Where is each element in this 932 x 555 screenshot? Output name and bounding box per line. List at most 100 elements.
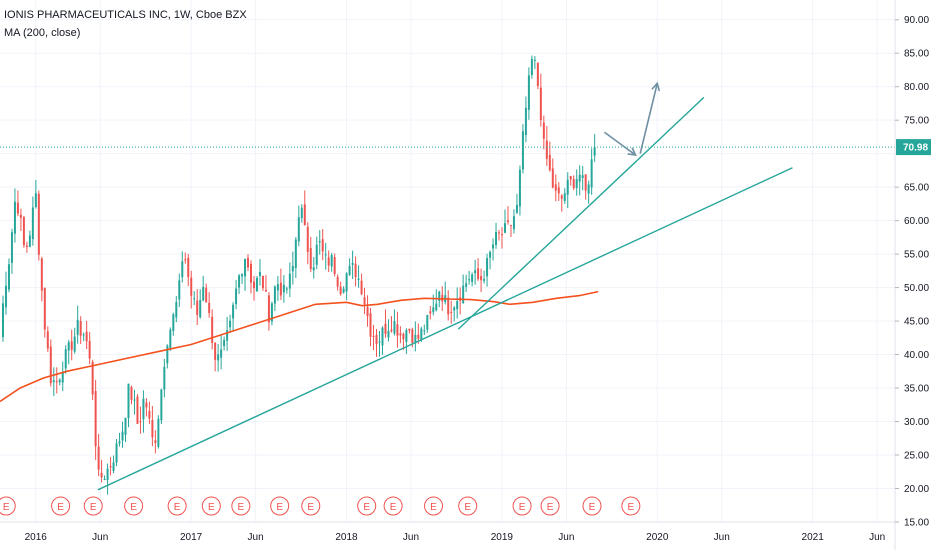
candle-body: [495, 231, 498, 246]
candle: [512, 209, 515, 234]
candle-body: [121, 431, 124, 441]
candle-body: [330, 255, 333, 267]
candle-body: [154, 440, 157, 443]
candle: [175, 295, 178, 323]
candle-body: [309, 248, 312, 270]
candle-body: [351, 262, 354, 265]
y-tick-label: 40.00: [904, 350, 929, 361]
candle: [483, 270, 486, 284]
earnings-marker-label: E: [430, 502, 437, 513]
candle-body: [581, 175, 584, 179]
candle: [578, 165, 581, 196]
candle-body: [462, 285, 465, 304]
candle: [40, 256, 43, 302]
earnings-marker-circle: [83, 496, 103, 516]
candle-body: [31, 207, 34, 239]
candle-body: [509, 225, 512, 227]
candle: [402, 332, 405, 350]
projection-arrow: [603, 131, 637, 156]
candle-body: [477, 268, 480, 279]
candle-body: [211, 316, 214, 343]
candle-body: [226, 330, 229, 341]
candle: [315, 236, 318, 270]
candle: [79, 316, 82, 344]
x-tick-label: 2017: [180, 532, 203, 543]
candle: [106, 463, 109, 495]
candle-body: [88, 341, 91, 359]
candle-body: [414, 334, 417, 344]
candle-body: [426, 314, 429, 330]
candle-body: [55, 381, 58, 383]
candle-body: [79, 321, 82, 336]
candle: [16, 190, 19, 217]
candle-body: [273, 286, 276, 304]
candle: [267, 292, 270, 331]
candle-body: [527, 75, 530, 110]
candle: [414, 321, 417, 352]
earnings-marker: E: [231, 496, 251, 516]
earnings-marker-label: E: [589, 502, 596, 513]
earnings-marker: E: [83, 496, 103, 516]
candle: [70, 329, 73, 361]
candle-body: [82, 334, 85, 336]
earnings-marker-circle: [512, 496, 532, 516]
candle-body: [465, 283, 468, 287]
candle: [297, 205, 300, 247]
candle: [542, 115, 545, 150]
candle: [495, 222, 498, 249]
candle-body: [67, 342, 70, 351]
candle-body: [345, 273, 348, 292]
candle: [127, 383, 130, 428]
candle-body: [471, 274, 474, 282]
candle-body: [369, 313, 372, 337]
earnings-marker: E: [621, 496, 641, 516]
y-tick-label: 80.00: [904, 82, 929, 93]
earnings-marker-label: E: [3, 502, 10, 513]
candle: [390, 316, 393, 333]
earnings-marker-circle: [357, 496, 377, 516]
candle: [405, 328, 408, 354]
candle: [503, 209, 506, 234]
candle: [217, 343, 220, 372]
candle: [43, 287, 46, 338]
candle-body: [450, 311, 453, 313]
candle-body: [408, 328, 411, 331]
candle: [73, 327, 76, 354]
candle-body: [208, 302, 211, 313]
earnings-marker-label: E: [464, 502, 471, 513]
candle-body: [124, 417, 127, 435]
candle-body: [229, 320, 232, 328]
candle-body: [417, 334, 420, 339]
candle-body: [405, 330, 408, 342]
candle-body: [539, 87, 542, 121]
candle-body: [318, 241, 321, 243]
earnings-marker-circle: [424, 496, 444, 516]
candle-body: [58, 379, 61, 383]
earnings-marker-label: E: [174, 502, 181, 513]
candle-body: [199, 299, 202, 318]
candle-body: [315, 244, 318, 265]
earnings-marker-circle: [270, 496, 290, 516]
candle-body: [43, 287, 46, 330]
candle-body: [533, 59, 536, 61]
candle: [163, 358, 166, 398]
candle: [118, 432, 121, 447]
candle-body: [133, 399, 136, 401]
candle: [465, 274, 468, 292]
candle: [375, 329, 378, 357]
candle-body: [244, 258, 247, 277]
last-price-label: 70.98: [896, 139, 931, 156]
candle: [220, 335, 223, 370]
candle: [399, 326, 402, 344]
candle: [1, 295, 4, 342]
candle-body: [184, 259, 187, 261]
candle-body: [518, 169, 521, 207]
candle: [94, 379, 97, 460]
x-tick-label: Jun: [558, 532, 574, 543]
earnings-marker: E: [0, 496, 16, 516]
candle-body: [354, 263, 357, 278]
candle-body: [387, 330, 390, 338]
candle-body: [214, 342, 217, 360]
